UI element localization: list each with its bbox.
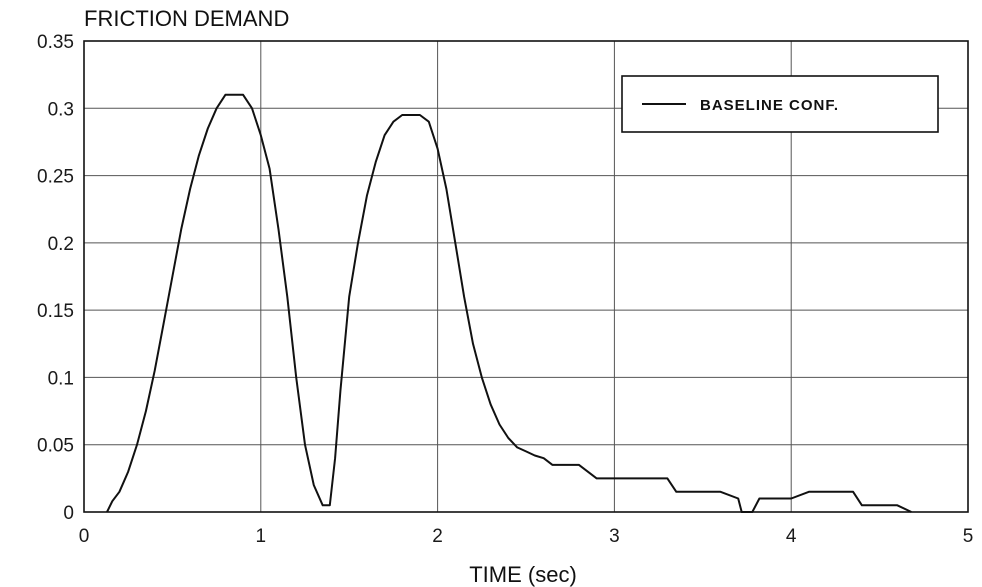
- y-tick-label: 0.3: [48, 99, 74, 120]
- x-tick-label: 1: [256, 526, 267, 547]
- y-tick-label: 0: [63, 503, 74, 524]
- x-tick-label: 0: [79, 526, 90, 547]
- x-tick-label: 2: [432, 526, 443, 547]
- y-tick-label: 0.35: [37, 32, 74, 53]
- legend-entry-baseline-conf: BASELINE CONF.: [700, 97, 839, 114]
- legend: BASELINE CONF.: [621, 75, 939, 133]
- x-axis-label: TIME (sec): [469, 562, 577, 587]
- y-tick-label: 0.1: [48, 368, 74, 389]
- y-tick-label: 0.2: [48, 234, 74, 255]
- x-tick-label: 3: [609, 526, 620, 547]
- x-tick-label: 5: [963, 526, 974, 547]
- plot-frame: [83, 40, 969, 513]
- y-tick-label: 0.25: [37, 167, 74, 188]
- y-tick-labels: 0 0.05 0.1 0.15 0.2 0.25 0.3 0.35: [37, 32, 74, 524]
- chart-title: FRICTION DEMAND: [84, 6, 289, 31]
- y-tick-label: 0.05: [37, 436, 74, 457]
- x-tick-labels: 0 1 2 3 4 5: [79, 526, 974, 547]
- x-tick-label: 4: [786, 526, 797, 547]
- y-tick-label: 0.15: [37, 301, 74, 322]
